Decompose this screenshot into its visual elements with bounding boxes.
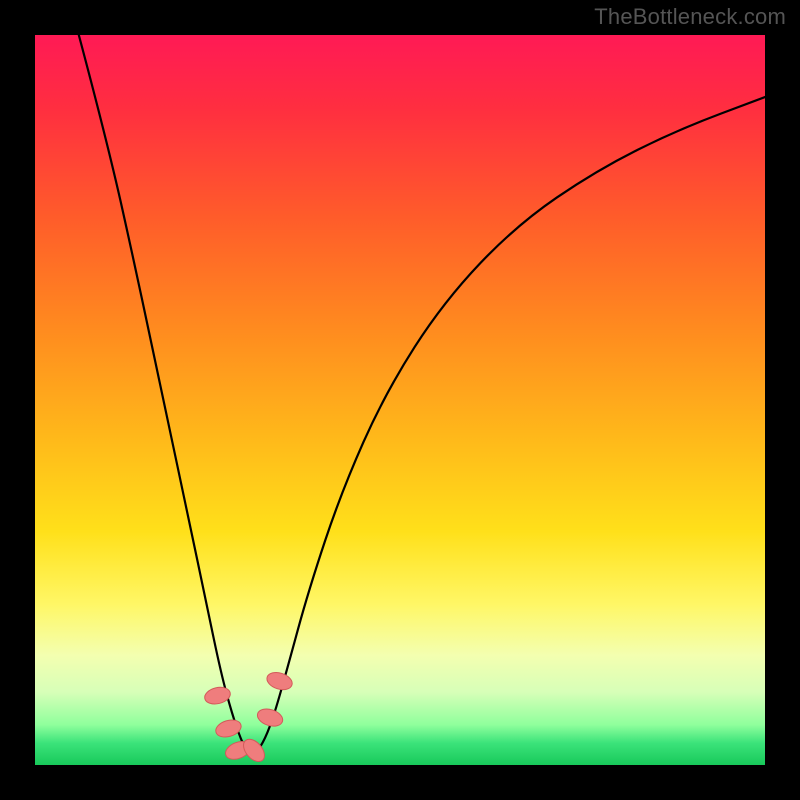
curve-marker — [203, 685, 232, 706]
curve-marker — [255, 706, 285, 729]
chart-frame: TheBottleneck.com — [0, 0, 800, 800]
bottleneck-curve — [35, 35, 765, 765]
curve-marker — [214, 717, 244, 740]
plot-area — [35, 35, 765, 765]
curve-markers — [203, 670, 294, 765]
curve-marker — [265, 670, 295, 693]
watermark-text: TheBottleneck.com — [594, 4, 786, 30]
